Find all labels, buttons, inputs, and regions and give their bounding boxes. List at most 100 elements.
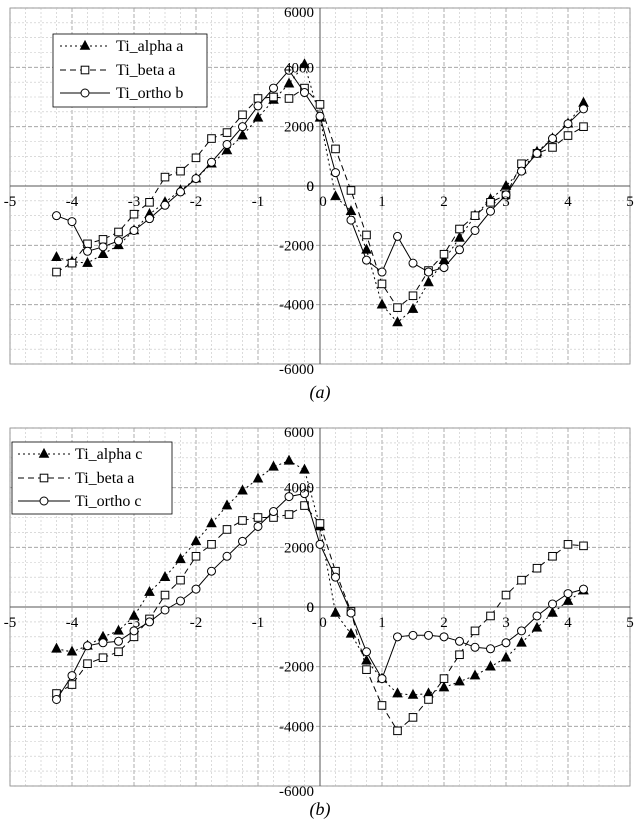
- data-point: [160, 200, 170, 210]
- legend-item-a-1: Ti_beta a: [60, 62, 175, 79]
- data-point: [300, 88, 309, 98]
- data-point: [455, 650, 464, 660]
- data-point: [455, 224, 464, 234]
- data-point: [300, 489, 309, 499]
- data-point: [67, 258, 77, 268]
- data-point: [377, 701, 387, 710]
- legend-a: Ti_alpha a Ti_beta a Ti_ortho b: [52, 33, 208, 108]
- data-point: [501, 590, 511, 600]
- x-tick-label: 2: [440, 194, 448, 210]
- legend-item-b-0: Ti_alpha c: [18, 446, 142, 463]
- data-point: [114, 236, 123, 246]
- data-point: [237, 129, 248, 140]
- legend-item-a-0: Ti_alpha a: [60, 38, 183, 55]
- data-point: [563, 589, 573, 599]
- data-point: [315, 539, 325, 549]
- data-point: [176, 187, 185, 197]
- data-point: [207, 134, 216, 143]
- data-point: [548, 551, 557, 561]
- data-point: [299, 58, 310, 69]
- x-tick-label: -2: [190, 615, 203, 631]
- data-point: [160, 172, 170, 182]
- data-point: [160, 605, 170, 615]
- axes-a: [10, 8, 630, 364]
- legend-marker: [79, 39, 91, 50]
- data-point: [345, 627, 357, 638]
- origin-tick-label: 0: [307, 600, 315, 616]
- data-point: [439, 632, 449, 642]
- legend-box-a: [52, 33, 208, 108]
- y-tick-label: 0: [307, 179, 315, 195]
- data-point: [346, 215, 356, 225]
- data-point: [191, 551, 201, 561]
- data-point: [547, 606, 558, 617]
- x-tick-label: 0: [319, 615, 327, 631]
- y-tick-label: 0: [307, 600, 315, 616]
- tick-labels-a: -5 -4 -3 -2 -1 1 2 3 4 5 -6000 -4000 -2000 0 2000 4000 6…: [4, 5, 634, 378]
- legend-b: Ti_alpha c Ti_beta a Ti_ortho c: [11, 441, 173, 515]
- data-point: [222, 525, 232, 534]
- data-point: [579, 104, 588, 114]
- y-tick-label: -2000: [279, 238, 314, 254]
- y-tick-label: -6000: [279, 784, 314, 800]
- data-point: [315, 100, 325, 109]
- data-point: [52, 267, 61, 277]
- data-point: [408, 258, 418, 268]
- data-point: [191, 174, 201, 184]
- data-point: [144, 585, 155, 596]
- data-point: [407, 688, 419, 699]
- data-point: [470, 626, 480, 636]
- data-point: [175, 553, 186, 564]
- data-point: [206, 517, 217, 528]
- x-tick-label: 3: [502, 194, 510, 210]
- circle-marker-icon: [39, 496, 49, 506]
- legend-marker: [38, 447, 50, 458]
- data-point: [98, 653, 108, 663]
- x-tick-label: 4: [564, 615, 572, 631]
- data-point: [83, 246, 92, 256]
- legend-marker: [39, 473, 49, 483]
- data-point: [346, 186, 356, 195]
- data-point: [485, 660, 496, 671]
- data-point: [563, 540, 573, 549]
- data-point: [408, 291, 418, 301]
- data-point: [269, 92, 278, 102]
- chart-a: -5 -4 -3 -2 -1 1 2 3 4 5 -6000 -4000 -2000 0 2000 4000 6…: [4, 5, 634, 403]
- y-tick-label: 2000: [284, 540, 314, 556]
- data-point: [253, 94, 263, 103]
- circle-marker-icon: [80, 88, 90, 98]
- data-point: [83, 641, 92, 651]
- data-point: [207, 540, 216, 549]
- data-point: [362, 255, 371, 265]
- data-point: [393, 231, 402, 241]
- data-point: [283, 454, 295, 465]
- data-point: [238, 122, 247, 132]
- data-point: [238, 110, 247, 120]
- data-point: [129, 226, 139, 235]
- data-point: [376, 298, 388, 309]
- y-tick-label: -6000: [279, 362, 314, 378]
- legend-label-b-2: Ti_ortho c: [75, 493, 142, 510]
- data-point: [284, 510, 294, 519]
- data-point: [486, 644, 495, 654]
- series-line-0: [56, 460, 584, 696]
- x-tick-label: -3: [128, 194, 141, 210]
- data-point: [97, 248, 109, 259]
- legend-label-b-1: Ti_beta a: [75, 470, 134, 487]
- data-point: [486, 206, 495, 216]
- data-point: [438, 681, 450, 692]
- data-point: [501, 638, 511, 648]
- data-point: [563, 131, 573, 140]
- data-point: [330, 190, 341, 201]
- data-point: [532, 148, 542, 158]
- data-point: [393, 726, 402, 736]
- caption-b: (b): [310, 799, 331, 820]
- data-point: [83, 659, 92, 668]
- data-point: [407, 302, 419, 313]
- series-b: [51, 454, 589, 736]
- x-tick-label: 4: [564, 194, 572, 210]
- data-point: [501, 190, 511, 200]
- triangle-marker-icon: [38, 447, 50, 458]
- legend-item-b-1: Ti_beta a: [18, 470, 134, 487]
- data-point: [424, 695, 433, 704]
